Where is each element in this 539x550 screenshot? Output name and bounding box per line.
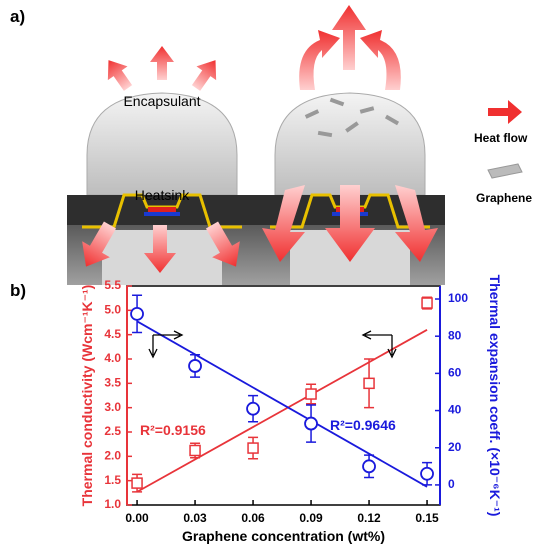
y-tick-label: 4.0 xyxy=(104,351,121,365)
encapsulant-label: Encapsulant xyxy=(123,93,200,109)
y2-tick-label: 80 xyxy=(448,328,462,342)
x-tick-label: 0.09 xyxy=(299,511,323,525)
x-tick-label: 0.12 xyxy=(357,511,381,525)
point xyxy=(305,418,317,430)
y-tick-label: 3.5 xyxy=(104,376,121,390)
y2-tick-label: 20 xyxy=(448,440,462,454)
point xyxy=(189,360,201,372)
y-tick-label: 1.5 xyxy=(104,473,121,487)
heatsink-label: Heatsink xyxy=(135,187,190,203)
annotation: R²=0.9156 xyxy=(140,422,206,438)
y-tick-label: 5.0 xyxy=(104,303,121,317)
panel-label: a) xyxy=(10,7,25,26)
y2-tick-label: 40 xyxy=(448,403,462,417)
point xyxy=(132,478,142,488)
axis-pointer xyxy=(363,331,396,357)
y2-tick-label: 0 xyxy=(448,477,455,491)
point xyxy=(247,403,259,415)
y-axis-label: Thermal conductivity (Wcm⁻¹K⁻¹) xyxy=(79,285,95,507)
x-tick-label: 0.00 xyxy=(125,511,149,525)
y-tick-label: 5.5 xyxy=(104,278,121,292)
point xyxy=(363,460,375,472)
y2-tick-label: 60 xyxy=(448,366,462,380)
point xyxy=(422,298,432,308)
point xyxy=(364,378,374,388)
legend-graphene: Graphene xyxy=(476,191,532,205)
fit-line xyxy=(137,321,427,486)
y-tick-label: 2.0 xyxy=(104,449,121,463)
fit-line xyxy=(137,330,427,492)
y-tick-label: 1.0 xyxy=(104,497,121,511)
panel-label: b) xyxy=(10,281,26,300)
y-tick-label: 3.0 xyxy=(104,400,121,414)
point xyxy=(190,445,200,455)
annotation: R²=0.9646 xyxy=(330,417,396,433)
legend-heat-flow: Heat flow xyxy=(474,131,528,145)
x-axis-label: Graphene concentration (wt%) xyxy=(182,528,385,544)
chart: 0.00 0.03 0.06 0.09 0.12 0.15 1.0 1.5 2.0 2.5 3.0 3… xyxy=(79,275,503,544)
figure: a) Encapsulant Heatsink Heat flow Graphe… xyxy=(0,0,539,550)
panel-a: a) Encapsulant Heatsink Heat flow Graphe… xyxy=(10,5,532,285)
point xyxy=(421,468,433,480)
y-tick-label: 2.5 xyxy=(104,424,121,438)
x-tick-label: 0.03 xyxy=(183,511,207,525)
x-tick-label: 0.06 xyxy=(241,511,265,525)
y-tick-label: 4.5 xyxy=(104,327,121,341)
point xyxy=(306,389,316,399)
point xyxy=(131,308,143,320)
y2-tick-label: 100 xyxy=(448,291,468,305)
x-tick-label: 0.15 xyxy=(415,511,439,525)
y2-axis-label: Thermal expansion coeff. (×10⁻⁶K⁻¹) xyxy=(487,275,503,517)
point xyxy=(248,443,258,453)
